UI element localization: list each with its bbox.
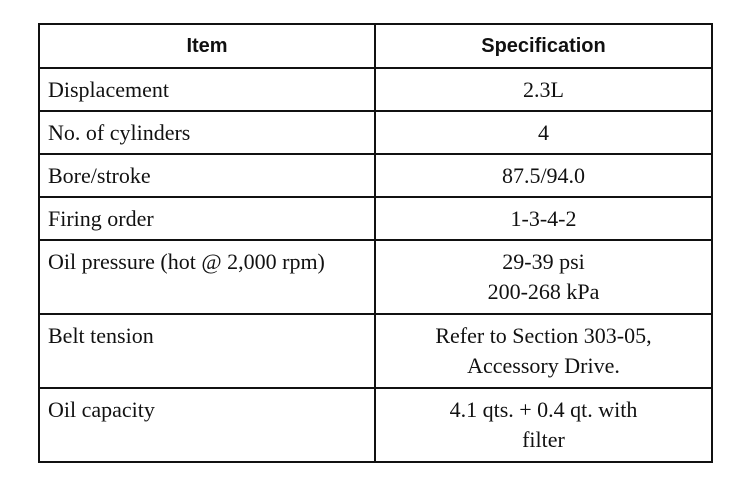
spec-line: Accessory Drive. — [467, 353, 620, 378]
spec-cell: 4 — [374, 110, 713, 155]
table-row: Displacement 2.3L — [38, 67, 713, 112]
item-cell: Belt tension — [38, 313, 376, 389]
spec-line: Refer to Section 303-05, — [435, 323, 652, 348]
header-specification: Specification — [374, 23, 713, 69]
item-cell: Displacement — [38, 67, 376, 112]
header-item: Item — [38, 23, 376, 69]
spec-line: 29-39 psi — [502, 249, 585, 274]
table-row: Firing order 1-3-4-2 — [38, 196, 713, 241]
table-row: No. of cylinders 4 — [38, 110, 713, 155]
spec-cell: 87.5/94.0 — [374, 153, 713, 198]
item-cell: Firing order — [38, 196, 376, 241]
spec-cell: Refer to Section 303-05, Accessory Drive… — [374, 313, 713, 389]
specification-table: Item Specification Displacement 2.3L No.… — [38, 23, 713, 463]
table-row: Oil capacity 4.1 qts. + 0.4 qt. with fil… — [38, 387, 713, 463]
table-row: Bore/stroke 87.5/94.0 — [38, 153, 713, 198]
spec-cell: 29-39 psi 200-268 kPa — [374, 239, 713, 315]
item-cell: Bore/stroke — [38, 153, 376, 198]
item-cell: No. of cylinders — [38, 110, 376, 155]
spec-line: 4.1 qts. + 0.4 qt. with — [449, 397, 638, 422]
item-cell: Oil capacity — [38, 387, 376, 463]
table-header-row: Item Specification — [38, 23, 713, 69]
spec-cell: 1-3-4-2 — [374, 196, 713, 241]
spec-line: filter — [522, 427, 565, 452]
table-row: Oil pressure (hot @ 2,000 rpm) 29-39 psi… — [38, 239, 713, 315]
spec-line: 200-268 kPa — [487, 279, 600, 304]
table-row: Belt tension Refer to Section 303-05, Ac… — [38, 313, 713, 389]
spec-cell: 2.3L — [374, 67, 713, 112]
spec-cell: 4.1 qts. + 0.4 qt. with filter — [374, 387, 713, 463]
item-cell: Oil pressure (hot @ 2,000 rpm) — [38, 239, 376, 315]
